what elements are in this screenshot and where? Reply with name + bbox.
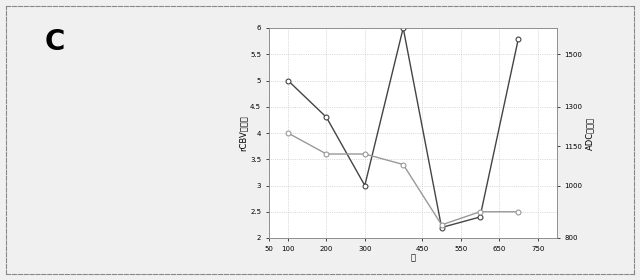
Text: C: C <box>45 28 65 56</box>
Y-axis label: ADC、短期: ADC、短期 <box>585 116 594 150</box>
Y-axis label: rCBV、短期: rCBV、短期 <box>238 115 247 151</box>
X-axis label: 日: 日 <box>410 253 415 262</box>
